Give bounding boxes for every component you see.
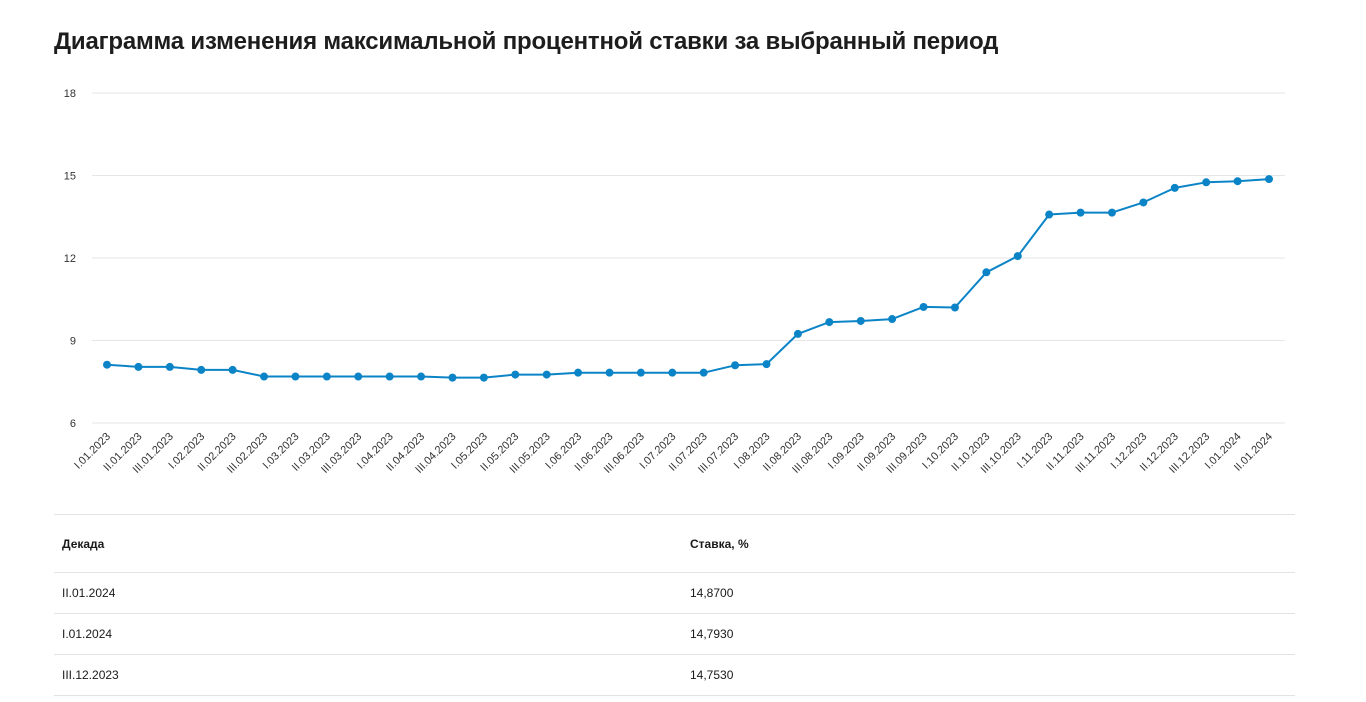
data-point — [228, 365, 237, 374]
header-rate: Ставка, % — [690, 536, 749, 551]
data-point — [636, 368, 645, 377]
data-point — [511, 370, 520, 379]
data-point — [448, 373, 457, 382]
data-point — [1013, 252, 1022, 261]
data-point — [699, 368, 708, 377]
data-point — [1265, 175, 1273, 184]
data-point — [1076, 208, 1085, 217]
data-point — [260, 372, 269, 381]
rates-table: Декада Ставка, % II.01.2024 14,8700 I.01… — [54, 514, 1295, 696]
rate-line-chart: 69121518I.01.2023II.01.2023III.01.2023I.… — [64, 88, 1285, 476]
rate-cell: 14,8700 — [690, 586, 734, 600]
data-point — [417, 372, 426, 381]
data-point — [731, 361, 740, 370]
data-point — [1045, 210, 1054, 219]
table-row: I.01.2024 14,7930 — [54, 614, 1295, 655]
data-point — [542, 370, 551, 379]
decade-cell: III.12.2023 — [62, 668, 119, 682]
data-point — [103, 360, 111, 369]
y-tick-label: 9 — [70, 336, 76, 348]
decade-cell: II.01.2024 — [62, 586, 116, 600]
data-point — [1233, 177, 1242, 186]
data-point — [1107, 208, 1116, 217]
rate-cell: 14,7530 — [690, 668, 734, 682]
table-row: III.12.2023 14,7530 — [54, 655, 1295, 696]
y-tick-label: 12 — [64, 253, 76, 265]
data-point — [856, 316, 865, 325]
data-point — [762, 360, 771, 369]
data-point — [950, 303, 959, 312]
data-point — [605, 368, 614, 377]
y-tick-label: 15 — [64, 171, 76, 183]
data-point — [197, 365, 206, 374]
data-point — [134, 362, 143, 371]
data-point — [479, 373, 488, 382]
data-point — [1170, 183, 1179, 192]
decade-cell: I.01.2024 — [62, 627, 113, 641]
data-point — [322, 372, 331, 381]
y-tick-label: 6 — [70, 418, 76, 430]
data-point — [668, 368, 677, 377]
y-tick-label: 18 — [64, 88, 76, 100]
rate-cell: 14,7930 — [690, 627, 734, 641]
data-point — [919, 302, 928, 311]
data-point — [1202, 178, 1211, 187]
data-point — [354, 372, 363, 381]
data-point — [165, 362, 174, 371]
header-decade: Декада — [62, 536, 105, 551]
data-point — [291, 372, 300, 381]
page-title: Диаграмма изменения максимальной процент… — [54, 28, 999, 55]
data-point — [574, 368, 583, 377]
data-point — [982, 268, 991, 277]
data-point — [888, 315, 897, 324]
data-point — [825, 318, 834, 327]
series-line — [106, 178, 1270, 379]
table-row: II.01.2024 14,8700 — [54, 573, 1295, 614]
table-header-row: Декада Ставка, % — [54, 515, 1295, 573]
data-point — [1139, 198, 1148, 207]
data-point — [385, 372, 394, 381]
data-point — [793, 329, 802, 338]
